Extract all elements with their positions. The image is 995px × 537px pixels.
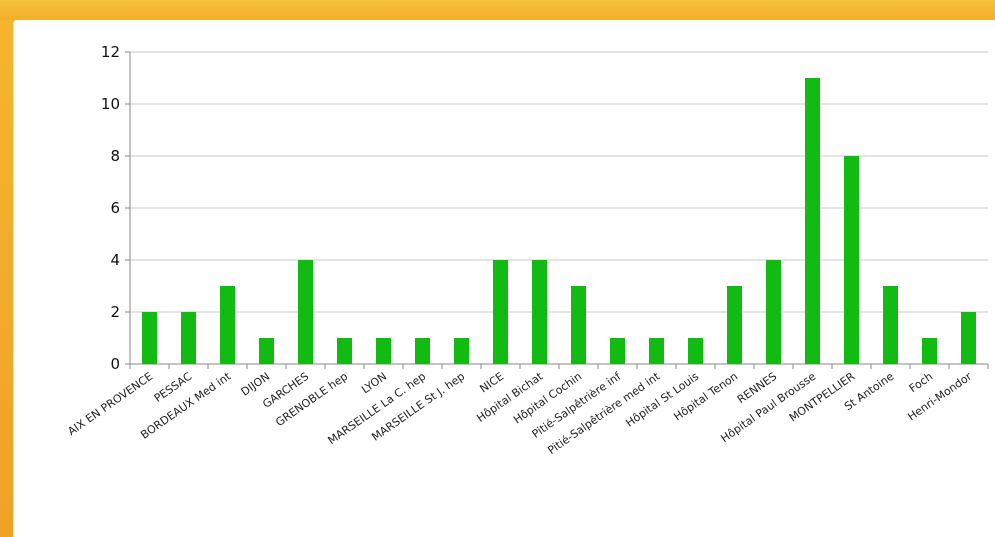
bar	[844, 156, 859, 364]
y-tick-label: 12	[101, 43, 120, 61]
bar	[766, 260, 781, 364]
bars	[142, 78, 976, 364]
y-tick-label: 8	[110, 147, 120, 165]
bar	[142, 312, 157, 364]
bar	[298, 260, 313, 364]
y-tick-label: 4	[110, 251, 120, 269]
x-tick-label: NICE	[477, 370, 506, 396]
x-tick-label: MONTPELLIER	[787, 370, 858, 425]
bar	[259, 338, 274, 364]
y-tick-label: 0	[110, 355, 120, 373]
bar	[337, 338, 352, 364]
bar	[415, 338, 430, 364]
bar	[181, 312, 196, 364]
bar	[688, 338, 703, 364]
x-tick-label: GRENOBLE hep	[273, 370, 350, 429]
y-tick-labels: 0 2 4 6 8 10 12	[101, 43, 120, 373]
y-tick-label: 10	[101, 95, 120, 113]
x-tick-label: LYON	[359, 370, 389, 397]
y-tick-label: 6	[110, 199, 120, 217]
bar	[532, 260, 547, 364]
bar	[220, 286, 235, 364]
bar	[922, 338, 937, 364]
bar	[649, 338, 664, 364]
title-strip	[0, 0, 995, 20]
bar	[961, 312, 976, 364]
x-tick-label: Foch	[907, 370, 936, 395]
y-tick-label: 2	[110, 303, 120, 321]
bar	[727, 286, 742, 364]
bar	[376, 338, 391, 364]
gridlines	[130, 51, 988, 313]
bar	[883, 286, 898, 364]
x-tick-label: Hôpital Bichat	[474, 369, 545, 424]
bar	[493, 260, 508, 364]
bar	[454, 338, 469, 364]
bar	[571, 286, 586, 364]
bar	[610, 338, 625, 364]
bar	[805, 78, 820, 364]
